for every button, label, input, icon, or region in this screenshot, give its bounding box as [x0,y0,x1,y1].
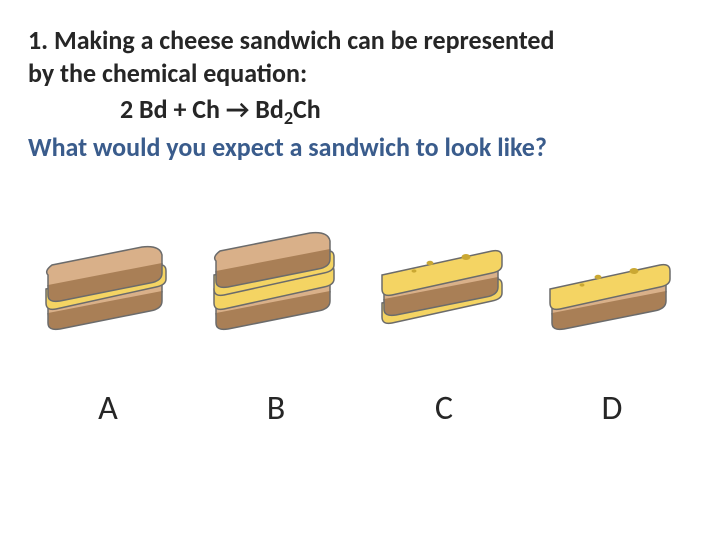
option-d [532,220,692,340]
option-a [28,220,188,340]
sandwich-d [532,220,692,340]
label-b: B [196,388,356,429]
sandwich-c [364,220,524,340]
question-line1: 1. Making a cheese sandwich can be repre… [28,24,554,56]
options-row [0,220,720,340]
option-c [364,220,524,340]
sandwich-b [196,220,356,340]
question-text: 1. Making a cheese sandwich can be repre… [28,24,692,91]
question-prompt: What would you expect a sandwich to look… [28,131,692,163]
equation-post: Ch [293,93,321,125]
question-line2: by the chemical equation: [28,57,307,89]
sandwich-a [28,220,188,340]
label-c: C [364,388,524,429]
label-a: A [28,388,188,429]
equation-pre: 2 Bd + Ch → Bd [120,93,284,125]
option-b [196,220,356,340]
label-d: D [532,388,692,429]
equation-sub: 2 [284,107,293,129]
labels-row: A B C D [0,388,720,429]
equation: 2 Bd + Ch → Bd2Ch [120,93,692,129]
